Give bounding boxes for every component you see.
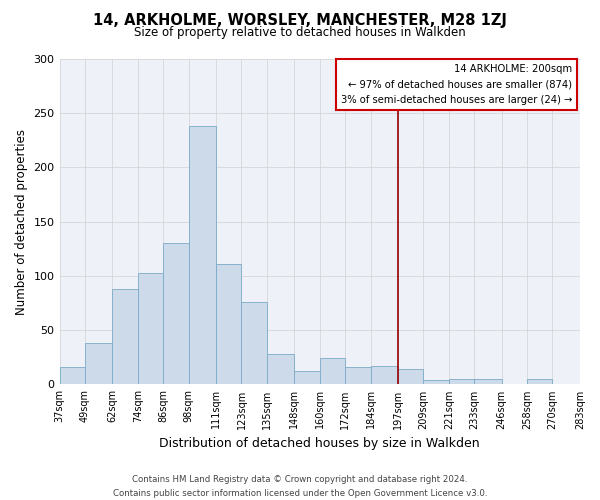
Text: 14 ARKHOLME: 200sqm
← 97% of detached houses are smaller (874)
3% of semi-detach: 14 ARKHOLME: 200sqm ← 97% of detached ho…: [341, 64, 572, 105]
Text: Size of property relative to detached houses in Walkden: Size of property relative to detached ho…: [134, 26, 466, 39]
Bar: [241, 302, 267, 384]
Bar: [85, 343, 112, 384]
Bar: [188, 126, 216, 384]
Bar: [424, 380, 449, 384]
Text: Contains HM Land Registry data © Crown copyright and database right 2024.
Contai: Contains HM Land Registry data © Crown c…: [113, 476, 487, 498]
Bar: [527, 379, 553, 384]
Bar: [398, 369, 424, 384]
Y-axis label: Number of detached properties: Number of detached properties: [15, 128, 28, 314]
Bar: [474, 379, 502, 384]
Bar: [163, 244, 188, 384]
Bar: [345, 367, 371, 384]
Bar: [216, 264, 241, 384]
Bar: [267, 354, 295, 384]
Bar: [449, 379, 474, 384]
Bar: [138, 272, 163, 384]
Bar: [295, 372, 320, 384]
Bar: [59, 367, 85, 384]
Bar: [112, 289, 138, 384]
Bar: [371, 366, 398, 384]
X-axis label: Distribution of detached houses by size in Walkden: Distribution of detached houses by size …: [160, 437, 480, 450]
Bar: [320, 358, 345, 384]
Text: 14, ARKHOLME, WORSLEY, MANCHESTER, M28 1ZJ: 14, ARKHOLME, WORSLEY, MANCHESTER, M28 1…: [93, 12, 507, 28]
